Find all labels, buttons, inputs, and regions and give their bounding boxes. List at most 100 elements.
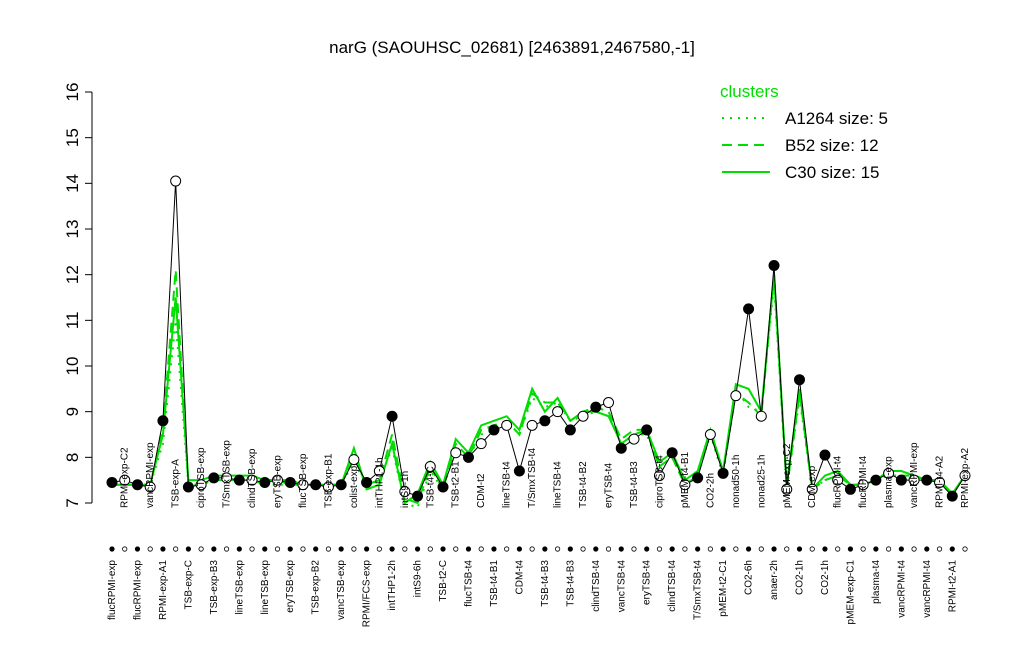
- rug-mark: [873, 546, 879, 552]
- data-point: [704, 429, 716, 440]
- x-tick-label: lineTSB-t4: [553, 461, 564, 508]
- x-tick-label: pMEM-t4-B1: [680, 451, 691, 508]
- x-tick-label: flucRPMI-exp: [132, 560, 143, 620]
- x-tick-label: TSB-t4-B2: [578, 461, 589, 508]
- y-tick-label: 13: [63, 220, 82, 239]
- rug-mark: [249, 546, 255, 552]
- rug-mark: [453, 546, 459, 552]
- x-tick-label: ciproTSB-exp: [196, 447, 207, 508]
- x-tick-label: ciproTSB-t4: [654, 455, 665, 508]
- x-tick-label: CO2-2h: [705, 473, 716, 508]
- data-point: [832, 474, 844, 486]
- data-point: [246, 474, 258, 486]
- data-point: [653, 470, 665, 482]
- rug-mark: [338, 546, 344, 552]
- rug-mark: [542, 546, 548, 552]
- data-point: [106, 476, 118, 488]
- rug-mark: [567, 546, 573, 552]
- rug-mark: [427, 546, 433, 552]
- x-tick-label: CO2-6h: [744, 560, 755, 595]
- data-point: [615, 442, 627, 454]
- data-point: [119, 474, 131, 486]
- data-point: [641, 424, 653, 436]
- y-tick-label: 7: [63, 498, 82, 507]
- x-tick-label: intTHP1-1h: [374, 457, 385, 508]
- rug-mark: [122, 546, 128, 552]
- rug-mark: [605, 546, 612, 552]
- data-point: [170, 175, 182, 187]
- x-tick-label: TSB-exp-B1: [323, 453, 334, 508]
- y-tick-label: 9: [63, 407, 82, 416]
- rug-mark: [784, 546, 790, 552]
- rug-mark: [529, 546, 535, 552]
- data-point: [475, 438, 487, 450]
- rug-mark: [173, 546, 179, 552]
- data-point: [590, 401, 602, 413]
- x-tick-label: TSB-t2-C: [438, 560, 449, 602]
- data-point: [284, 476, 296, 488]
- x-tick-label: TSB-exp-B2: [311, 560, 322, 615]
- rug-mark: [262, 546, 268, 552]
- data-point: [259, 476, 271, 488]
- data-point: [361, 476, 373, 488]
- x-tick-label: vancRPMI-t4: [922, 560, 933, 618]
- chart-title: narG (SAOUHSC_02681) [2463891,2467580,-1…: [329, 38, 695, 57]
- data-point: [182, 481, 194, 493]
- x-tick-label: plasma-t4: [871, 560, 882, 604]
- data-point: [297, 479, 309, 491]
- x-tick-label: clindTSB-t4: [591, 560, 602, 612]
- rug-mark: [898, 546, 904, 552]
- x-tick-label: CDM-t4: [514, 560, 525, 595]
- rug-mark: [223, 546, 230, 552]
- data-point: [450, 447, 462, 459]
- x-tick-label: TSB-exp-C: [183, 560, 194, 609]
- x-tick-label: flucTSB-t4: [463, 560, 474, 607]
- x-tick-label: colist-exp: [349, 465, 360, 508]
- data-point: [819, 449, 831, 461]
- x-tick-label: RPMI-exp-A1: [158, 560, 169, 620]
- rug-mark: [109, 546, 115, 552]
- rug-mark: [924, 546, 930, 552]
- data-point: [666, 447, 678, 459]
- x-tick-label: vancRPMI-exp: [909, 442, 920, 508]
- x-tick-label: CDM-t2: [476, 473, 487, 508]
- x-tick-label: intS9-6h: [413, 560, 424, 597]
- data-point: [310, 479, 322, 491]
- rug-mark: [402, 546, 408, 552]
- x-tick-label: TSB-t4-B3: [540, 560, 551, 607]
- legend-label: B52 size: 12: [785, 136, 879, 155]
- x-tick-label: RPMI-t4-A2: [935, 455, 946, 508]
- y-tick-label: 14: [63, 174, 82, 193]
- data-point: [539, 415, 551, 427]
- rug-mark: [440, 546, 446, 552]
- x-tick-label: T/SmxTSB-t4: [527, 448, 538, 508]
- x-tick-label: flucRPMI-exp: [107, 560, 118, 620]
- data-point: [208, 472, 220, 484]
- x-tick-label: plasma-exp: [884, 456, 895, 508]
- rug-mark: [478, 546, 484, 552]
- data-point: [399, 486, 411, 498]
- x-tick-label: RPMI-exp-C2: [120, 447, 131, 508]
- x-tick-label: TSB-t4-B3: [629, 461, 640, 508]
- x-tick-label: TSB-t4-B1: [489, 560, 500, 607]
- legend: clusters A1264 size: 5 B52 size: 12 C30 si…: [720, 82, 888, 182]
- rug-mark: [185, 546, 191, 552]
- rug-mark: [414, 546, 421, 552]
- x-tick-label: lineTSB-exp: [234, 560, 245, 615]
- rug-mark: [809, 546, 815, 552]
- rug-mark: [835, 546, 841, 552]
- data-point: [603, 397, 615, 409]
- data-point: [679, 479, 691, 491]
- data-point: [870, 474, 882, 486]
- rug-mark: [733, 546, 739, 552]
- y-tick-label: 10: [63, 357, 82, 376]
- x-tick-label: vancTSB-exp: [336, 560, 347, 620]
- x-tick-label: TSB-exp-B3: [209, 560, 220, 615]
- data-point: [781, 483, 793, 495]
- data-point: [730, 390, 742, 402]
- data-point: [335, 479, 347, 491]
- y-tick-label: 16: [63, 83, 82, 102]
- data-point: [144, 481, 156, 493]
- rug-mark: [134, 546, 141, 552]
